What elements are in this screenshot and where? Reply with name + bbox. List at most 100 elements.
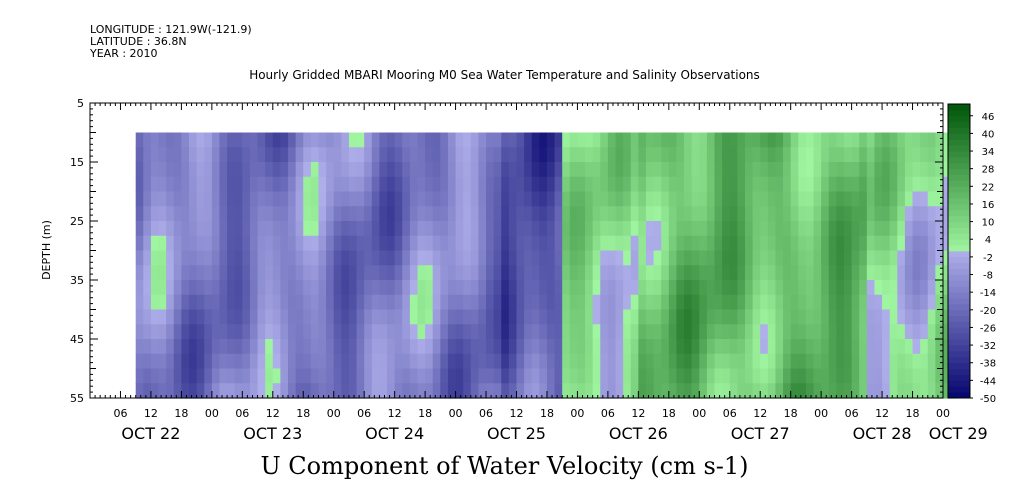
- heatmap-cell: [729, 162, 738, 178]
- heatmap-cell: [501, 294, 510, 311]
- heatmap-cell: [318, 265, 327, 281]
- heatmap-cell: [227, 147, 236, 163]
- heatmap-cell: [524, 147, 533, 163]
- x-tick-label: 12: [266, 407, 280, 420]
- heatmap-cell: [668, 309, 678, 325]
- heatmap-cell: [927, 265, 936, 281]
- heatmap-cell: [760, 383, 769, 399]
- heatmap-cell: [645, 339, 655, 355]
- heatmap-cell: [722, 294, 731, 311]
- heatmap-cell: [295, 294, 304, 311]
- heatmap-cell: [706, 265, 716, 281]
- heatmap-cell: [249, 176, 259, 193]
- heatmap-cell: [242, 162, 251, 178]
- heatmap-cell: [486, 191, 495, 207]
- heatmap-cell: [843, 235, 853, 252]
- heatmap-cell: [874, 324, 883, 340]
- heatmap-cell: [516, 250, 525, 266]
- heatmap-cell: [288, 221, 297, 237]
- heatmap-cell: [554, 339, 563, 355]
- heatmap-cell: [821, 339, 830, 355]
- x-tick-label: 06: [113, 407, 127, 420]
- heatmap-cell: [219, 353, 228, 370]
- heatmap-cell: [813, 235, 822, 252]
- heatmap-cell: [935, 176, 944, 193]
- heatmap-cell: [638, 309, 647, 325]
- heatmap-cell: [714, 176, 723, 193]
- heatmap-cell: [592, 353, 601, 370]
- heatmap-cell: [882, 235, 891, 252]
- heatmap-cell: [912, 353, 921, 370]
- heatmap-cell: [333, 368, 342, 384]
- heatmap-cell: [577, 132, 586, 148]
- heatmap-cell: [607, 162, 617, 178]
- heatmap-cell: [585, 353, 594, 370]
- colorbar-segment: [948, 156, 970, 164]
- heatmap-cell: [851, 265, 860, 281]
- heatmap-cell: [486, 309, 495, 325]
- heatmap-cell: [455, 235, 464, 252]
- heatmap-cell: [402, 206, 411, 222]
- heatmap-cell: [737, 250, 746, 266]
- heatmap-cell: [874, 147, 883, 163]
- heatmap-cell: [935, 132, 944, 148]
- heatmap-cell: [364, 383, 373, 399]
- heatmap-cell: [189, 368, 198, 384]
- heatmap-cell: [843, 339, 853, 355]
- heatmap-cell: [760, 265, 769, 281]
- colorbar-label: 10: [982, 218, 995, 229]
- heatmap-cell: [638, 221, 647, 237]
- heatmap-cell: [668, 132, 678, 148]
- heatmap-cell: [288, 191, 297, 207]
- heatmap-cell: [722, 339, 731, 355]
- heatmap-cell: [653, 368, 662, 384]
- heatmap-cell: [927, 132, 936, 148]
- heatmap-cell: [798, 280, 807, 296]
- heatmap-cell: [356, 235, 365, 252]
- heatmap-cell: [539, 250, 548, 266]
- heatmap-cell: [493, 132, 502, 148]
- heatmap-cell: [402, 294, 411, 311]
- heatmap-cell: [760, 176, 769, 193]
- heatmap-cell: [227, 353, 236, 370]
- heatmap-cell: [318, 147, 327, 163]
- heatmap-cell: [150, 309, 160, 325]
- heatmap-cell: [181, 368, 190, 384]
- heatmap-cell: [935, 250, 944, 266]
- heatmap-cell: [531, 191, 540, 207]
- heatmap-cell: [158, 191, 167, 207]
- heatmap-cell: [737, 265, 746, 281]
- heatmap-cell: [409, 250, 419, 266]
- heatmap-cell: [805, 221, 815, 237]
- heatmap-cell: [843, 162, 853, 178]
- heatmap-cell: [417, 368, 426, 384]
- heatmap-cell: [661, 206, 670, 222]
- heatmap-cell: [843, 132, 853, 148]
- heatmap-cell: [722, 250, 731, 266]
- heatmap-cell: [341, 250, 350, 266]
- heatmap-cell: [630, 353, 639, 370]
- heatmap-cell: [684, 132, 693, 148]
- heatmap-cell: [722, 147, 731, 163]
- heatmap-cell: [821, 383, 830, 399]
- heatmap-cell: [425, 250, 434, 266]
- heatmap-cell: [729, 353, 738, 370]
- heatmap-cell: [409, 324, 419, 340]
- heatmap-cell: [935, 265, 944, 281]
- heatmap-cell: [943, 265, 952, 281]
- heatmap-cell: [630, 132, 639, 148]
- heatmap-cell: [242, 147, 251, 163]
- heatmap-cell: [196, 280, 205, 296]
- heatmap-cell: [394, 265, 403, 281]
- heatmap-cell: [714, 132, 723, 148]
- heatmap-cell: [478, 162, 487, 178]
- heatmap-cell: [470, 265, 480, 281]
- heatmap-cell: [501, 206, 510, 222]
- heatmap-cell: [691, 265, 700, 281]
- heatmap-cell: [585, 191, 594, 207]
- heatmap-cell: [280, 132, 289, 148]
- heatmap-cell: [181, 353, 190, 370]
- heatmap-cell: [729, 250, 738, 266]
- heatmap-cell: [135, 176, 144, 193]
